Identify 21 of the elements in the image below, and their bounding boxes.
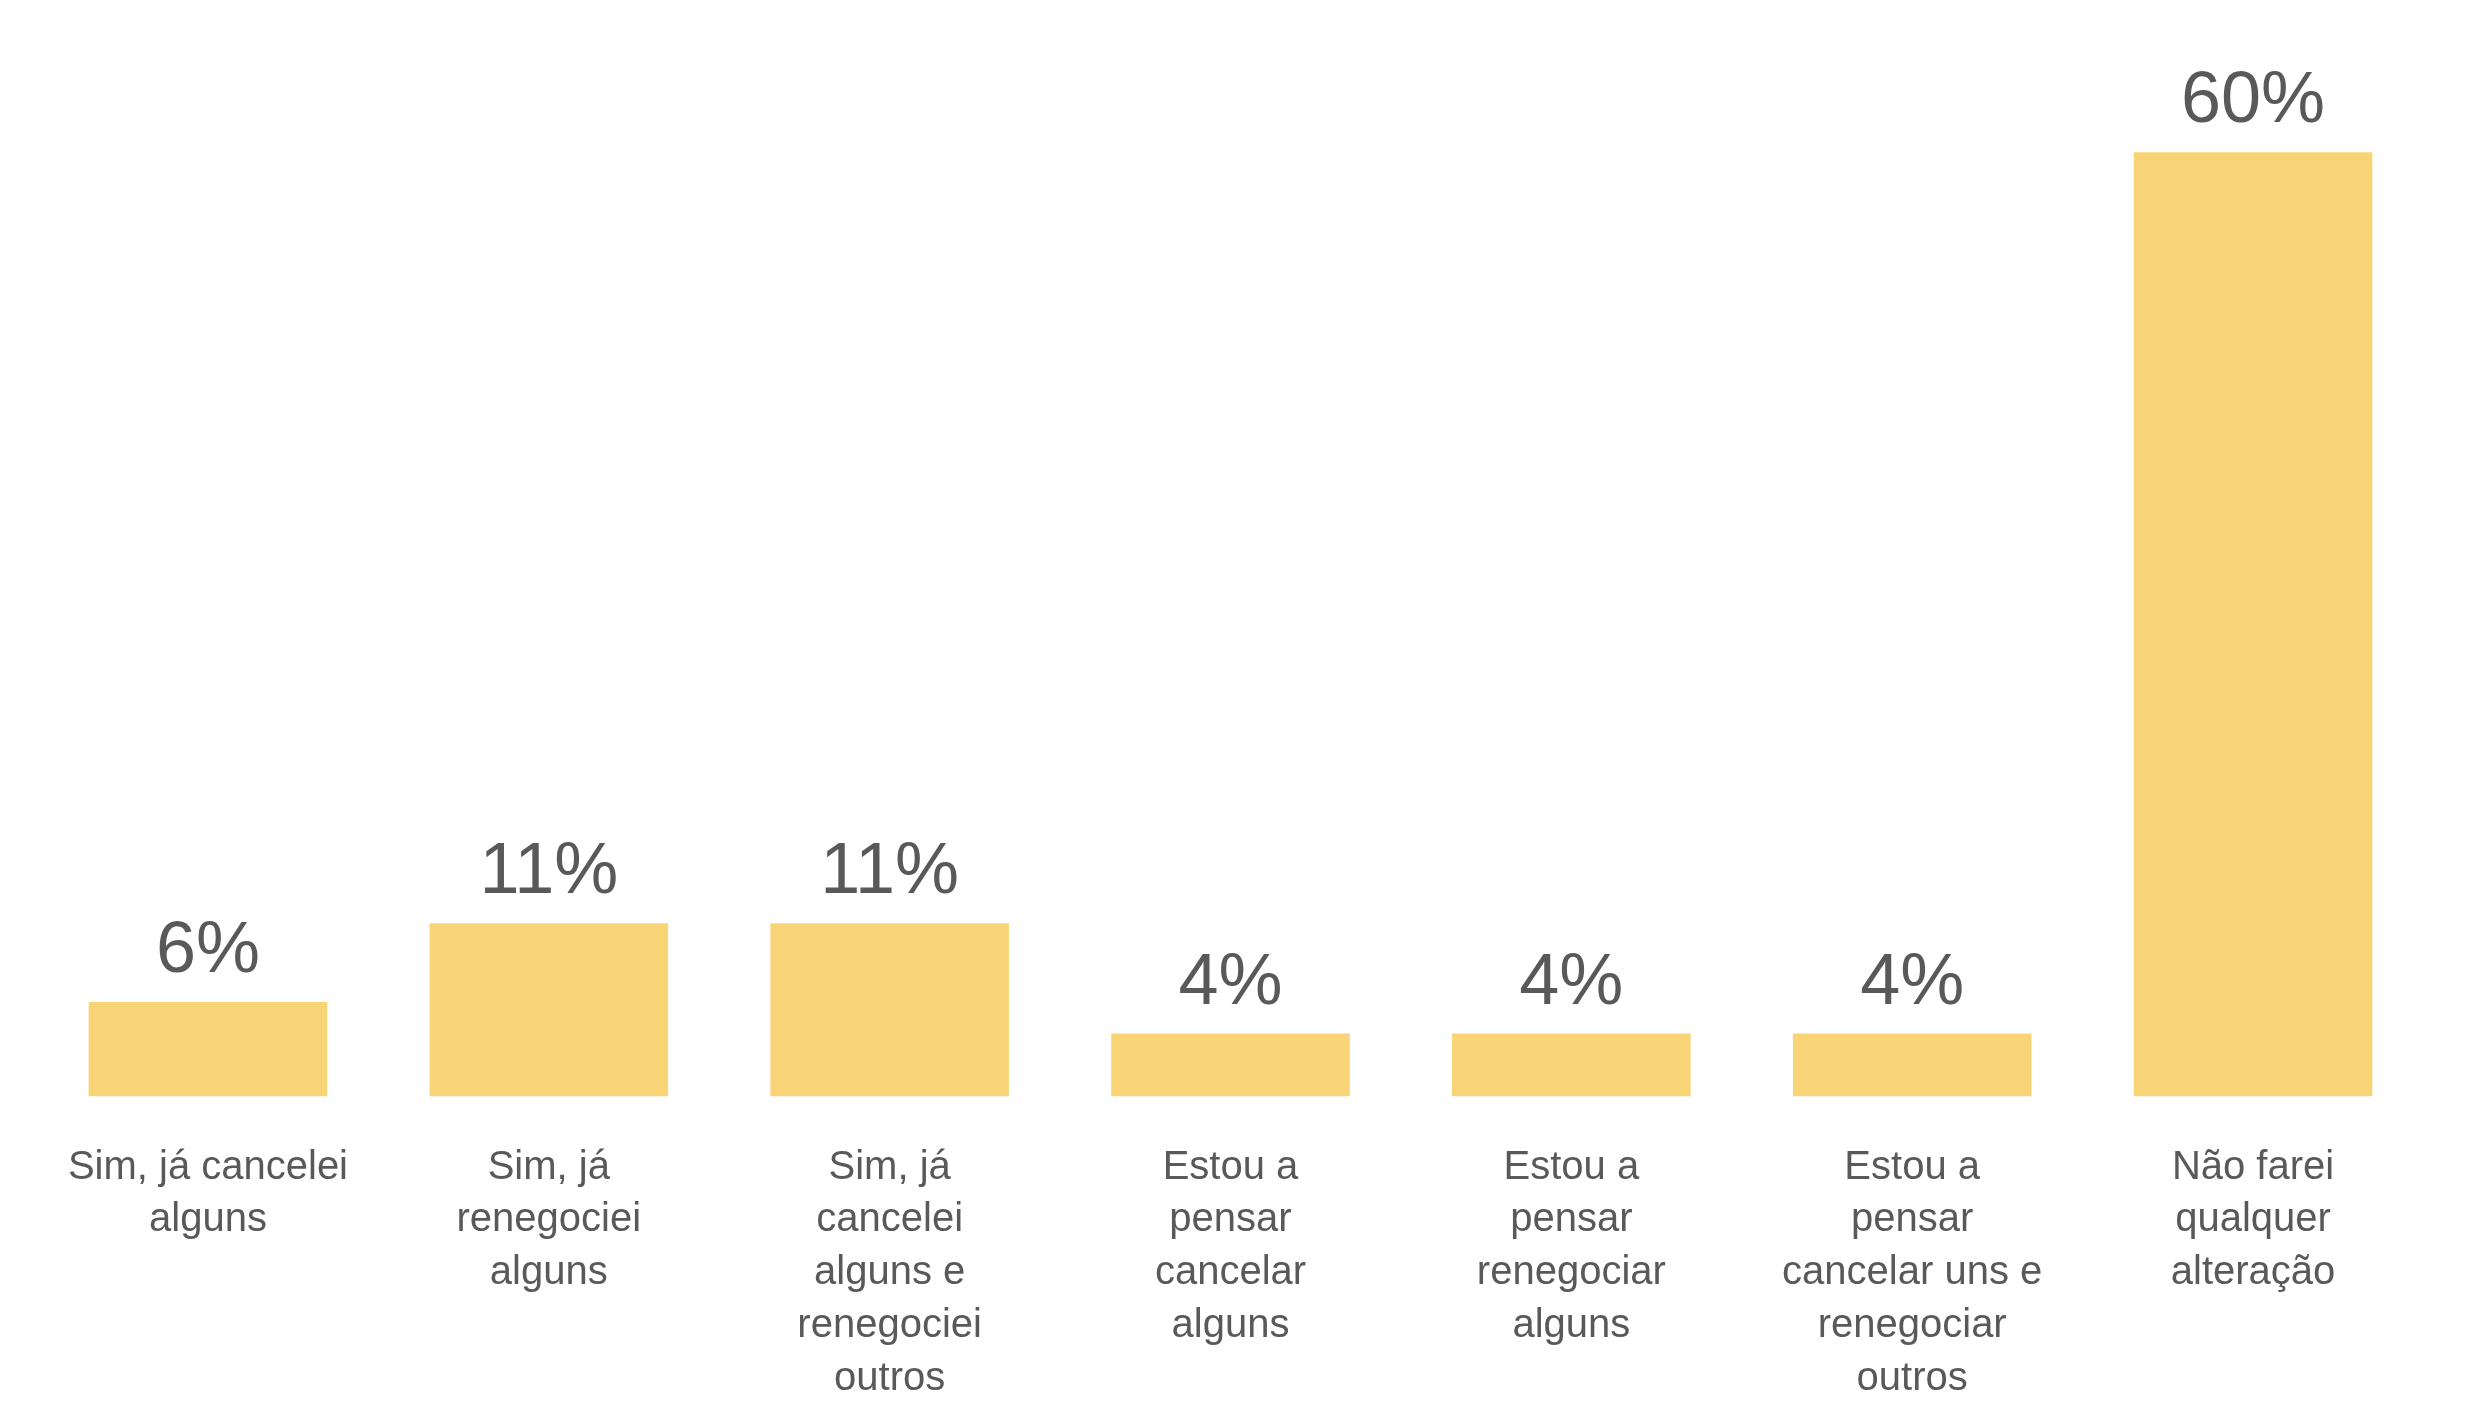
data-label: 60% — [2180, 57, 2326, 138]
x-tick-label: Sim, já renegociei alguns — [456, 1142, 642, 1293]
bar — [2133, 152, 2373, 1097]
data-label: 4% — [1178, 938, 1283, 1019]
bar — [1111, 1033, 1350, 1097]
bar — [770, 923, 1009, 1097]
data-label: 6% — [155, 907, 260, 988]
x-tick-label: Estou a pensar renegociar alguns — [1476, 1142, 1666, 1345]
data-label: 11% — [820, 828, 960, 909]
bar — [1792, 1033, 2032, 1097]
x-tick-label: Estou a pensar cancelar alguns — [1154, 1142, 1307, 1345]
data-label: 4% — [1860, 938, 1965, 1019]
x-tick-label: Estou a pensar cancelar uns e renegociar outros — [1782, 1142, 2043, 1398]
data-label: 11% — [479, 828, 619, 909]
x-tick-label: Não farei qualquer alteração — [2170, 1142, 2336, 1293]
x-tick-label: Sim, já cancelei alguns — [67, 1142, 349, 1240]
data-label: 4% — [1519, 938, 1624, 1019]
bar — [88, 1002, 328, 1097]
bar — [429, 923, 669, 1097]
bar — [1452, 1033, 1691, 1097]
x-tick-label: Sim, já cancelei alguns e renegociei outros — [797, 1142, 982, 1398]
